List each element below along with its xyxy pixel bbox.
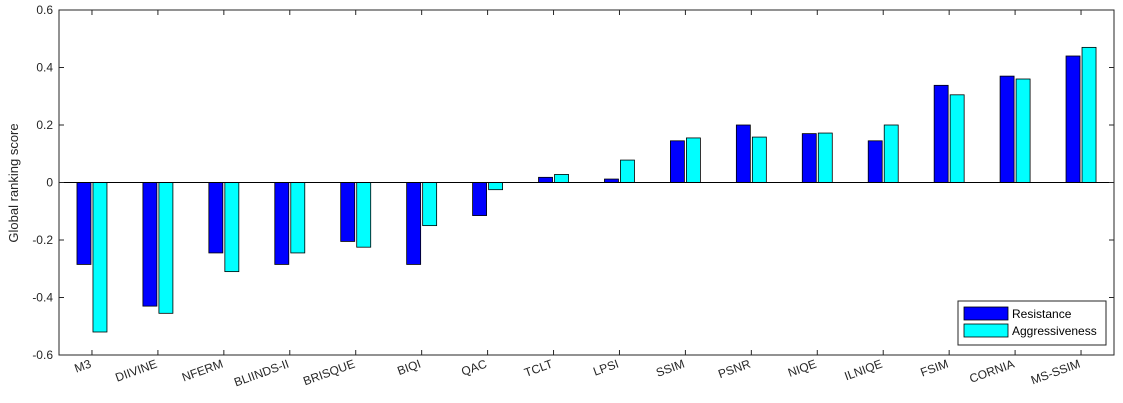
bar-resistance-ilniqe [867,140,883,183]
x-tick-label-qac: QAC [459,357,489,379]
bar-resistance-ms-ssim [1065,55,1081,183]
bar-aggressiveness-tclt [554,174,569,183]
legend-swatch-resistance [963,306,1009,321]
bar-aggressiveness-m3 [92,182,108,333]
bar-aggressiveness-diivine [158,182,174,314]
y-tick-label: -0.2 [32,233,53,247]
bar-resistance-ssim [670,140,685,183]
bar-aggressiveness-ilniqe [883,124,899,183]
x-tick-label-ssim: SSIM [654,357,686,380]
bar-aggressiveness-biqi [422,182,438,227]
legend-swatch-aggressiveness [963,323,1009,338]
y-tick-label: -0.6 [32,348,53,362]
x-tick-label-biqi: BIQI [395,357,422,378]
x-tick-label-cornia: CORNIA [967,357,1016,386]
x-tick-label-tclt: TCLT [522,356,555,379]
bar-aggressiveness-qac [488,182,503,191]
bar-resistance-cornia [999,75,1015,183]
bar-resistance-fsim [933,84,949,183]
x-tick-label-psnr: PSNR [716,357,752,382]
bar-aggressiveness-niqe [817,132,833,183]
bar-resistance-brisque [340,182,356,242]
bar-resistance-diivine [142,182,158,307]
bar-resistance-bliinds-ii [274,182,290,265]
x-tick-label-nferm: NFERM [180,357,225,385]
y-axis-label: Global ranking score [6,123,21,242]
bar-resistance-biqi [406,182,422,265]
y-tick-label: -0.4 [32,291,53,305]
x-tick-label-ms-ssim: MS-SSIM [1029,357,1082,388]
x-tick-label-lpsi: LPSI [591,357,620,379]
bar-resistance-niqe [801,133,817,183]
bar-aggressiveness-brisque [356,182,372,248]
legend-label-aggressiveness: Aggressiveness [1012,324,1097,338]
y-tick-label: 0 [46,176,53,190]
y-tick-label: 0.6 [36,3,53,17]
y-axis-ticks: -0.6 -0.4 -0.2 0 0.2 0.4 0.6 [32,3,1114,362]
y-tick-label: 0.2 [36,118,53,132]
bar-resistance-psnr [735,124,751,183]
bar-resistance-lpsi [604,178,619,183]
bar-aggressiveness-ms-ssim [1081,46,1097,183]
bar-resistance-m3 [76,182,92,265]
bar-aggressiveness-bliinds-ii [290,182,306,254]
x-tick-label-ilniqe: ILNIQE [842,357,884,384]
x-tick-label-fsim: FSIM [918,357,950,380]
bar-aggressiveness-fsim [949,94,965,183]
legend: Resistance Aggressiveness [957,300,1107,346]
x-tick-label-niqe: NIQE [786,357,818,380]
x-tick-label-m3: M3 [73,357,94,376]
bar-resistance-qac [472,182,487,216]
x-tick-label-diivine: DIIVINE [113,357,159,385]
bar-aggressiveness-nferm [224,182,240,273]
bar-aggressiveness-cornia [1015,78,1031,183]
legend-label-resistance: Resistance [1012,307,1072,321]
bar-aggressiveness-lpsi [620,159,635,183]
x-tick-label-brisque: BRISQUE [301,357,357,389]
bar-aggressiveness-ssim [686,137,701,183]
x-tick-label-bliinds-ii: BLIINDS-II [232,357,291,390]
y-tick-label: 0.4 [36,61,53,75]
bar-resistance-nferm [208,182,224,254]
bar-resistance-tclt [538,176,553,183]
bar-aggressiveness-psnr [751,136,767,183]
bars [76,46,1097,333]
